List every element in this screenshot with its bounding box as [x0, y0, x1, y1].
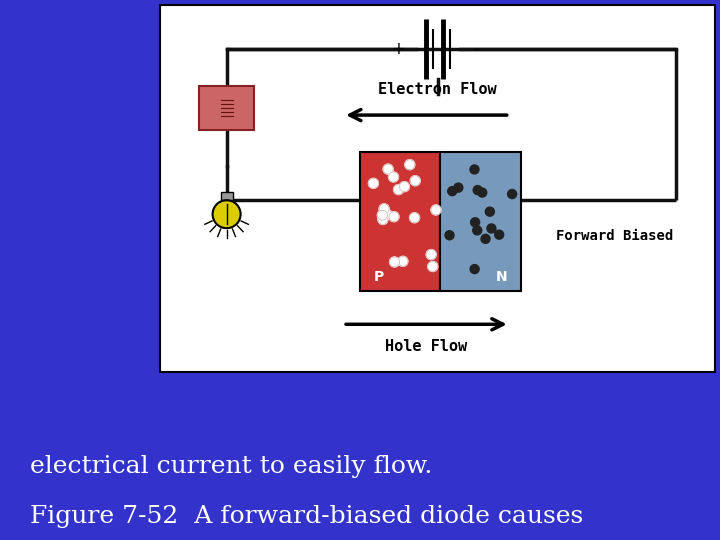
- Circle shape: [431, 205, 441, 215]
- Circle shape: [379, 204, 389, 214]
- Text: electrical current to easily flow.: electrical current to easily flow.: [30, 455, 433, 478]
- Circle shape: [481, 234, 490, 244]
- Text: Forward Biased: Forward Biased: [557, 229, 674, 243]
- Circle shape: [471, 218, 480, 227]
- Circle shape: [378, 214, 388, 225]
- Circle shape: [470, 165, 479, 174]
- Circle shape: [382, 209, 392, 219]
- Circle shape: [428, 261, 438, 272]
- Circle shape: [400, 181, 410, 192]
- Circle shape: [369, 178, 379, 188]
- Circle shape: [389, 212, 399, 222]
- Circle shape: [487, 224, 496, 233]
- Circle shape: [473, 186, 482, 194]
- Circle shape: [405, 160, 415, 170]
- Circle shape: [383, 164, 393, 174]
- Circle shape: [394, 185, 403, 194]
- Circle shape: [377, 210, 387, 220]
- Bar: [440, 152, 521, 291]
- Circle shape: [495, 230, 504, 239]
- Circle shape: [454, 183, 463, 192]
- Circle shape: [389, 172, 398, 182]
- Circle shape: [410, 176, 420, 186]
- Text: +: +: [392, 40, 405, 58]
- Circle shape: [473, 226, 482, 235]
- Text: P: P: [374, 269, 384, 284]
- Circle shape: [477, 188, 487, 197]
- Circle shape: [508, 190, 517, 199]
- Circle shape: [485, 207, 495, 216]
- Circle shape: [212, 200, 240, 228]
- Circle shape: [398, 256, 408, 266]
- Circle shape: [470, 265, 479, 274]
- Text: Figure 7-52  A forward-biased diode causes: Figure 7-52 A forward-biased diode cause…: [30, 505, 583, 528]
- Bar: [199, 86, 254, 130]
- Bar: [160, 5, 715, 372]
- Text: Hole Flow: Hole Flow: [385, 339, 467, 354]
- Text: N: N: [495, 269, 507, 284]
- Circle shape: [445, 231, 454, 240]
- Text: -: -: [474, 40, 480, 58]
- Bar: [360, 152, 440, 291]
- Bar: [220, 192, 233, 200]
- Circle shape: [426, 249, 436, 260]
- Circle shape: [448, 187, 456, 195]
- Circle shape: [410, 213, 420, 222]
- Text: Electron Flow: Electron Flow: [378, 82, 497, 97]
- Circle shape: [390, 257, 400, 267]
